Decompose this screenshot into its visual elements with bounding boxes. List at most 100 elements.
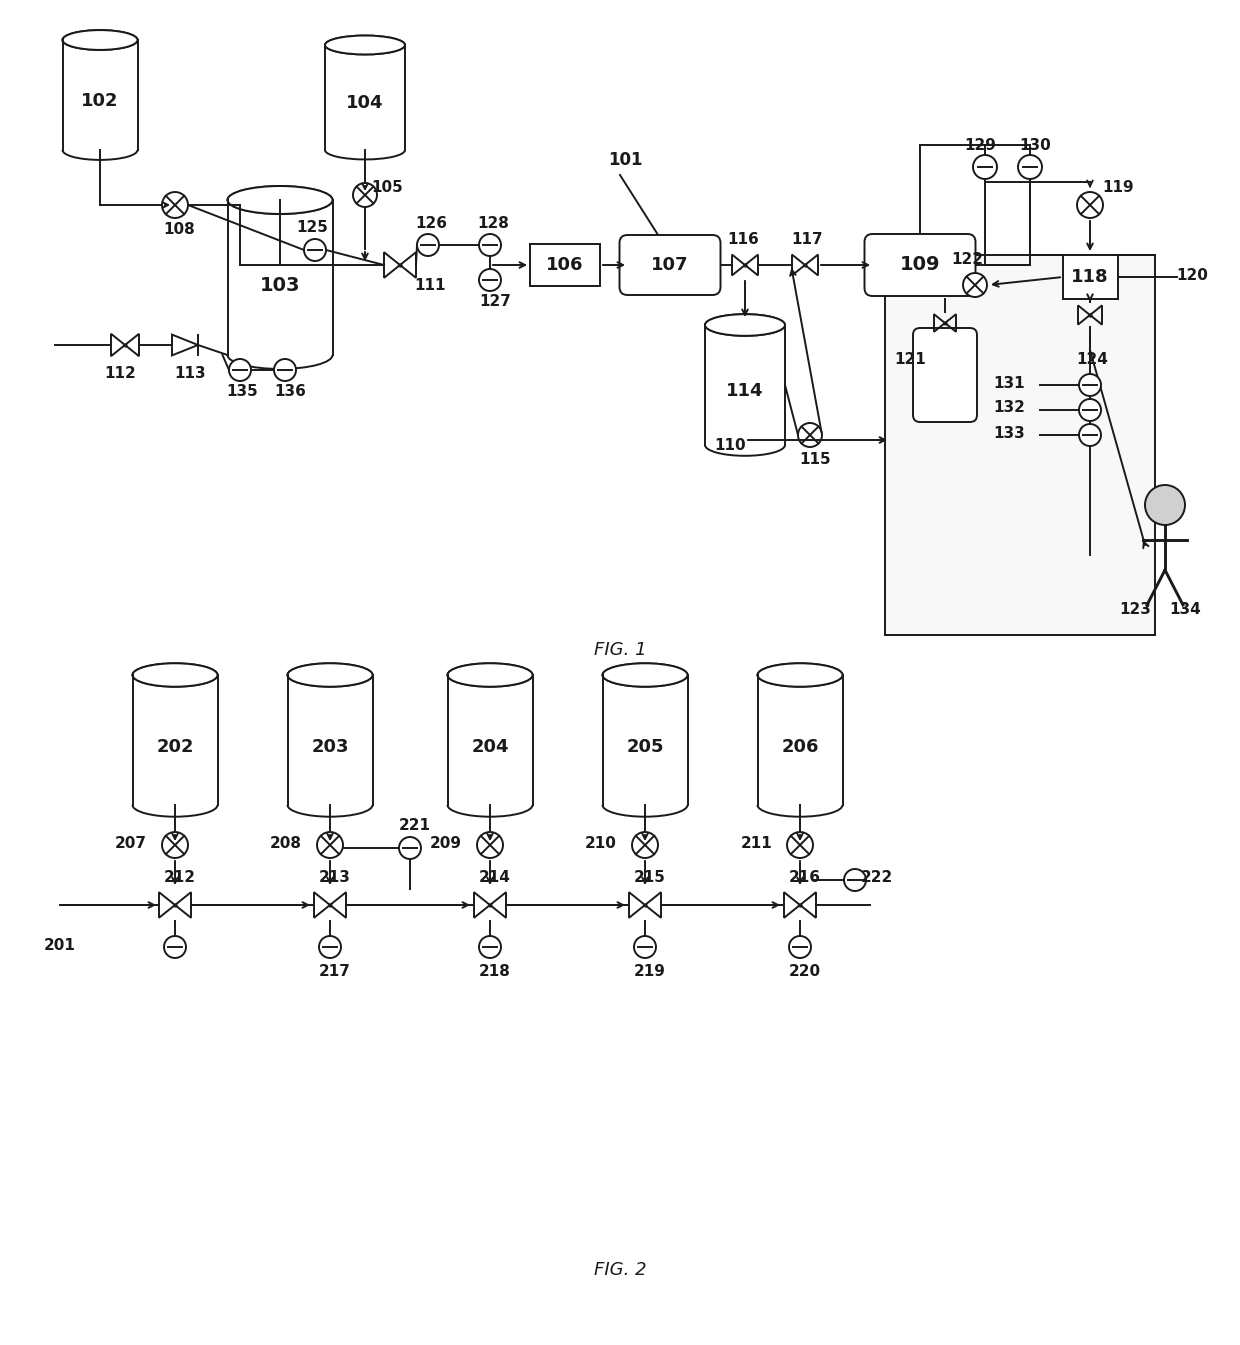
Text: 123: 123 bbox=[1118, 603, 1151, 617]
Text: 103: 103 bbox=[259, 276, 300, 295]
Circle shape bbox=[1079, 374, 1101, 395]
Text: 133: 133 bbox=[993, 425, 1025, 441]
Text: 119: 119 bbox=[1102, 179, 1133, 195]
Text: 209: 209 bbox=[430, 835, 463, 850]
Text: 107: 107 bbox=[651, 256, 688, 274]
Text: 108: 108 bbox=[164, 222, 195, 237]
Text: 221: 221 bbox=[399, 819, 432, 834]
Text: 117: 117 bbox=[791, 233, 823, 247]
Text: 212: 212 bbox=[164, 869, 196, 885]
Text: 125: 125 bbox=[296, 221, 327, 235]
Text: 121: 121 bbox=[894, 352, 926, 367]
Text: 104: 104 bbox=[346, 94, 383, 112]
Circle shape bbox=[1018, 155, 1042, 179]
Text: 213: 213 bbox=[319, 869, 351, 885]
Circle shape bbox=[844, 869, 866, 890]
Text: 207: 207 bbox=[115, 835, 148, 850]
Text: 102: 102 bbox=[82, 91, 119, 109]
Text: 114: 114 bbox=[727, 382, 764, 399]
Ellipse shape bbox=[325, 35, 405, 54]
Text: 127: 127 bbox=[479, 295, 511, 309]
Circle shape bbox=[304, 239, 326, 261]
Bar bbox=[885, 256, 1154, 635]
Bar bbox=[529, 243, 600, 286]
Bar bbox=[1063, 256, 1117, 299]
Text: 129: 129 bbox=[963, 137, 996, 152]
Text: 112: 112 bbox=[104, 366, 136, 381]
Circle shape bbox=[319, 936, 341, 958]
Circle shape bbox=[789, 936, 811, 958]
Circle shape bbox=[229, 359, 250, 381]
Text: 135: 135 bbox=[226, 385, 258, 399]
Circle shape bbox=[799, 422, 822, 447]
Ellipse shape bbox=[227, 186, 332, 214]
Ellipse shape bbox=[62, 30, 138, 50]
Circle shape bbox=[1079, 399, 1101, 421]
Text: 217: 217 bbox=[319, 964, 351, 979]
Text: 101: 101 bbox=[608, 151, 642, 169]
Text: 204: 204 bbox=[471, 737, 508, 756]
Circle shape bbox=[1145, 486, 1185, 525]
Ellipse shape bbox=[448, 663, 532, 687]
Text: 105: 105 bbox=[371, 179, 403, 195]
Circle shape bbox=[274, 359, 296, 381]
Ellipse shape bbox=[288, 663, 372, 687]
FancyBboxPatch shape bbox=[620, 235, 720, 295]
Text: 218: 218 bbox=[479, 964, 511, 979]
FancyBboxPatch shape bbox=[913, 328, 977, 422]
Text: 203: 203 bbox=[311, 737, 348, 756]
Text: FIG. 2: FIG. 2 bbox=[594, 1262, 646, 1279]
Text: 128: 128 bbox=[477, 215, 508, 230]
Circle shape bbox=[1078, 192, 1104, 218]
Text: 205: 205 bbox=[626, 737, 663, 756]
Circle shape bbox=[417, 234, 439, 256]
Circle shape bbox=[353, 183, 377, 207]
Text: 215: 215 bbox=[634, 869, 666, 885]
Text: 219: 219 bbox=[634, 964, 666, 979]
Text: 130: 130 bbox=[1019, 137, 1050, 152]
Text: 126: 126 bbox=[415, 215, 446, 230]
Text: 116: 116 bbox=[727, 233, 759, 247]
Text: 109: 109 bbox=[900, 256, 940, 274]
Ellipse shape bbox=[603, 663, 687, 687]
Circle shape bbox=[162, 192, 188, 218]
Circle shape bbox=[399, 837, 422, 859]
Text: 124: 124 bbox=[1076, 352, 1107, 367]
Circle shape bbox=[632, 833, 658, 858]
Circle shape bbox=[973, 155, 997, 179]
Text: 202: 202 bbox=[156, 737, 193, 756]
FancyBboxPatch shape bbox=[864, 234, 976, 296]
Text: 136: 136 bbox=[274, 385, 306, 399]
Circle shape bbox=[164, 936, 186, 958]
Circle shape bbox=[479, 936, 501, 958]
Text: 113: 113 bbox=[174, 366, 206, 381]
Circle shape bbox=[479, 269, 501, 291]
Ellipse shape bbox=[758, 663, 842, 687]
Text: 120: 120 bbox=[1176, 268, 1208, 282]
Text: 216: 216 bbox=[789, 869, 821, 885]
Text: 110: 110 bbox=[714, 437, 745, 452]
Circle shape bbox=[1079, 424, 1101, 447]
Circle shape bbox=[634, 936, 656, 958]
Ellipse shape bbox=[706, 315, 785, 336]
Text: 211: 211 bbox=[740, 835, 773, 850]
Text: 115: 115 bbox=[800, 452, 831, 468]
Ellipse shape bbox=[133, 663, 217, 687]
Circle shape bbox=[963, 273, 987, 297]
Text: 201: 201 bbox=[45, 937, 76, 952]
Circle shape bbox=[477, 833, 503, 858]
Text: 220: 220 bbox=[789, 964, 821, 979]
Text: 134: 134 bbox=[1169, 603, 1200, 617]
Text: 210: 210 bbox=[585, 835, 618, 850]
Circle shape bbox=[787, 833, 813, 858]
Text: 111: 111 bbox=[414, 277, 445, 292]
Text: 118: 118 bbox=[1071, 268, 1109, 286]
Text: 214: 214 bbox=[479, 869, 511, 885]
Text: 208: 208 bbox=[270, 835, 303, 850]
Text: 122: 122 bbox=[951, 252, 983, 266]
Circle shape bbox=[162, 833, 188, 858]
Text: 206: 206 bbox=[781, 737, 818, 756]
Text: FIG. 1: FIG. 1 bbox=[594, 642, 646, 659]
Text: 131: 131 bbox=[993, 375, 1025, 390]
Text: 132: 132 bbox=[993, 401, 1025, 416]
